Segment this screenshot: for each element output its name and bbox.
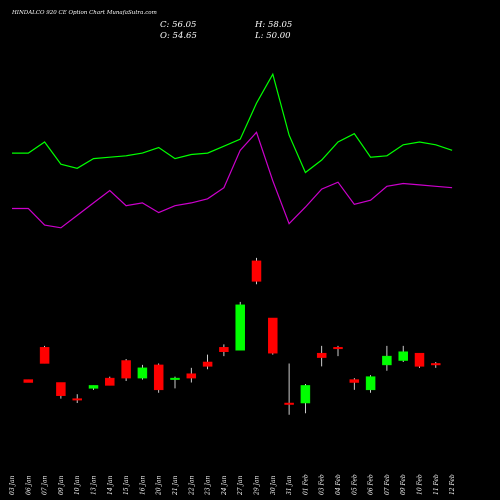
candle-body	[72, 398, 82, 401]
candle-body	[88, 385, 99, 389]
x-tick-label: 11 Feb	[433, 474, 440, 495]
candles	[23, 257, 441, 415]
candle-body	[316, 352, 327, 358]
x-tick-label: 10 Feb	[417, 474, 424, 495]
x-tick-label: 15 Jan	[123, 475, 130, 495]
indicator-lines	[12, 72, 453, 229]
chart-title: HINDALCO 920 CE Option Chart MunafaSutra…	[11, 10, 157, 16]
close-value: C: 56.05	[160, 20, 196, 30]
candle-body	[202, 361, 213, 367]
candle-body	[235, 304, 245, 351]
candle-body	[105, 377, 115, 386]
x-tick-label: 01 Feb	[302, 474, 309, 495]
x-tick-label: 12 Feb	[449, 474, 456, 495]
x-axis-ticks: 03 Jan 06 Jan 07 Jan 09 Jan 10 Jan 13 Jan 14 J…	[9, 474, 456, 496]
series-line-2	[12, 131, 453, 229]
candle-body	[431, 363, 441, 366]
x-tick-label: 24 Jan	[221, 475, 228, 496]
x-tick-label: 27 Jan	[237, 475, 244, 496]
candle-body	[170, 377, 180, 380]
candle-body	[186, 373, 197, 379]
low-value: L: 50.00	[254, 31, 291, 41]
x-tick-label: 07 Feb	[384, 474, 391, 495]
x-tick-label: 09 Feb	[400, 474, 407, 495]
candle-body	[219, 347, 229, 352]
candle-body	[23, 379, 34, 383]
candle-body	[153, 364, 164, 391]
x-tick-label: 16 Jan	[139, 475, 146, 495]
candle-body	[382, 355, 392, 366]
x-tick-label: 09 Jan	[58, 475, 65, 495]
x-tick-label: 10 Jan	[74, 475, 81, 495]
x-tick-label: 03 Feb	[319, 474, 326, 495]
candle-body	[333, 347, 343, 350]
x-tick-label: 30 Jan	[270, 475, 277, 495]
x-tick-label: 31 Jan	[286, 475, 293, 495]
x-tick-label: 06 Jan	[25, 475, 32, 495]
candle-body	[398, 351, 408, 361]
high-value: H: 58.05	[254, 20, 292, 30]
x-tick-label: 23 Jan	[205, 475, 212, 496]
x-tick-label: 21 Jan	[172, 475, 179, 496]
candle-body	[121, 360, 131, 379]
candle-body	[300, 385, 311, 404]
candle-body	[284, 402, 294, 405]
series-line-1	[12, 72, 453, 174]
x-tick-label: 29 Jan	[254, 475, 261, 496]
candle-body	[39, 347, 50, 364]
x-tick-label: 03 Jan	[9, 475, 16, 495]
open-value: O: 54.65	[160, 31, 197, 41]
candle-body	[251, 260, 262, 282]
x-tick-label: 07 Jan	[42, 475, 49, 495]
candle-body	[56, 382, 66, 396]
x-tick-label: 14 Jan	[107, 475, 114, 495]
candle-body	[349, 379, 360, 383]
x-tick-label: 20 Jan	[156, 475, 163, 496]
x-tick-label: 22 Jan	[188, 475, 195, 496]
candle-body	[268, 317, 278, 354]
x-tick-label: 04 Feb	[335, 474, 342, 495]
x-tick-label: 06 Feb	[368, 474, 375, 495]
candle-body	[414, 352, 425, 367]
candle-body	[365, 376, 376, 391]
x-tick-label: 13 Jan	[91, 475, 98, 495]
candle-body	[137, 367, 148, 379]
x-tick-label: 05 Feb	[351, 474, 358, 495]
